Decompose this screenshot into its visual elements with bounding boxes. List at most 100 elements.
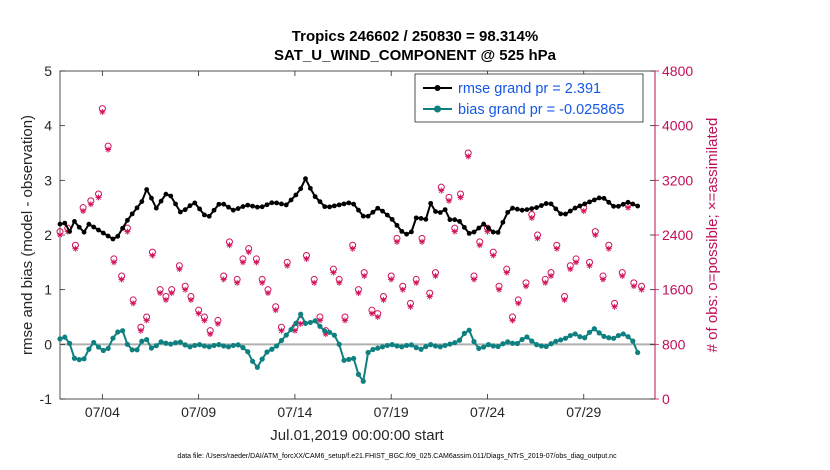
- rmse-point: [524, 207, 530, 213]
- bias-point: [577, 334, 583, 340]
- bias-point: [447, 341, 453, 347]
- rmse-point: [490, 229, 496, 235]
- rmse-point: [144, 187, 150, 192]
- rmse-point: [399, 228, 405, 234]
- rmse-point: [577, 203, 583, 209]
- rmse-point: [461, 224, 467, 230]
- rmse-point: [529, 206, 535, 212]
- rmse-point: [514, 206, 520, 212]
- rmse-point: [177, 209, 183, 215]
- bias-point: [533, 342, 540, 348]
- bias-point: [601, 333, 607, 340]
- bias-point: [119, 328, 126, 334]
- bias-point: [606, 335, 612, 341]
- obs-assimilated-point: [586, 262, 593, 269]
- obs-assimilated-point: [195, 310, 202, 317]
- rmse-point: [394, 222, 400, 228]
- rmse-point: [158, 198, 164, 204]
- legend-bias-marker: [434, 105, 441, 113]
- obs-assimilated-point: [226, 242, 233, 249]
- obs-assimilated-point: [470, 276, 477, 283]
- obs-assimilated-point: [503, 269, 510, 276]
- rmse-point: [173, 201, 178, 207]
- rmse-point: [259, 204, 265, 210]
- bias-point: [375, 345, 381, 351]
- bias-point: [201, 343, 208, 349]
- obs-assimilated-point: [534, 235, 541, 242]
- obs-assimilated-point: [311, 279, 318, 286]
- rmse-point: [423, 216, 429, 222]
- y-axis-label: rmse and bias (model - observation): [19, 115, 36, 355]
- bias-point: [471, 339, 477, 345]
- obs-assimilated-point: [625, 204, 632, 211]
- obs-assimilated-point: [349, 245, 356, 252]
- obs-assimilated-point: [393, 238, 400, 245]
- obs-assimilated-point: [426, 293, 433, 300]
- y-tick-label: 4: [44, 118, 52, 134]
- bias-point: [553, 338, 559, 344]
- obs-assimilated-point: [573, 259, 580, 266]
- obs-assimilated-point: [149, 252, 156, 259]
- rmse-point: [211, 207, 217, 213]
- y2-tick-label: 0: [662, 391, 670, 407]
- obs-assimilated-point: [542, 279, 549, 286]
- bias-point: [558, 337, 564, 343]
- bias-point: [418, 346, 424, 352]
- bias-point: [249, 358, 256, 364]
- obs-assimilated-point: [451, 228, 458, 235]
- rmse-point: [307, 185, 313, 191]
- bias-point: [245, 349, 251, 355]
- rmse-point: [235, 206, 241, 211]
- obs-assimilated-point: [239, 259, 246, 266]
- bias-point: [582, 335, 588, 341]
- obs-assimilated-point: [95, 194, 102, 201]
- bias-point: [240, 345, 246, 351]
- y2-tick-label: 800: [662, 336, 686, 352]
- bias-point: [81, 356, 87, 362]
- obs-assimilated-point: [580, 208, 587, 215]
- obs-assimilated-point: [619, 273, 626, 279]
- rmse-point: [187, 203, 193, 209]
- rmse-point: [404, 231, 410, 237]
- bias-point: [630, 338, 636, 344]
- rmse-point: [62, 220, 68, 226]
- rmse-point: [202, 212, 207, 218]
- x-axis-label: Jul.01,2019 00:00:00 start: [270, 427, 444, 444]
- obs-assimilated-point: [245, 249, 252, 256]
- bias-point: [67, 340, 73, 347]
- obs-assimilated-point: [162, 296, 169, 303]
- bias-point: [408, 342, 415, 348]
- bias-point: [100, 347, 106, 354]
- rmse-point: [91, 224, 97, 230]
- y2-tick-label: 2400: [662, 227, 693, 243]
- obs-assimilated-point: [611, 303, 618, 310]
- obs-assimilated-point: [522, 283, 529, 290]
- bias-point: [139, 338, 145, 344]
- obs-assimilated-point: [234, 279, 241, 286]
- obs-assimilated-point: [253, 259, 260, 266]
- bias-point: [413, 345, 419, 351]
- rmse-point: [471, 229, 477, 235]
- rmse-point: [380, 208, 385, 214]
- bias-point: [452, 340, 458, 346]
- obs-assimilated-point: [548, 273, 555, 279]
- obs-assimilated-point: [278, 327, 285, 334]
- y2-axis-label: # of obs: o=possible; ×=assimilated: [704, 118, 721, 353]
- rmse-point: [86, 221, 92, 227]
- bias-point: [264, 349, 270, 355]
- x-tick-label: 07/14: [277, 404, 312, 420]
- rmse-point: [96, 227, 101, 233]
- bias-point: [326, 329, 333, 335]
- rmse-point: [510, 205, 515, 211]
- bias-point: [71, 355, 78, 361]
- rmse-point: [293, 192, 299, 198]
- bias-point: [95, 344, 102, 350]
- bias-point: [567, 332, 573, 339]
- bias-point: [355, 371, 362, 377]
- bias-point: [466, 327, 472, 333]
- bias-point: [428, 342, 434, 348]
- bias-point: [62, 334, 68, 340]
- obs-assimilated-point: [207, 331, 214, 338]
- obs-assimilated-point: [465, 153, 472, 160]
- bias-point: [283, 332, 289, 338]
